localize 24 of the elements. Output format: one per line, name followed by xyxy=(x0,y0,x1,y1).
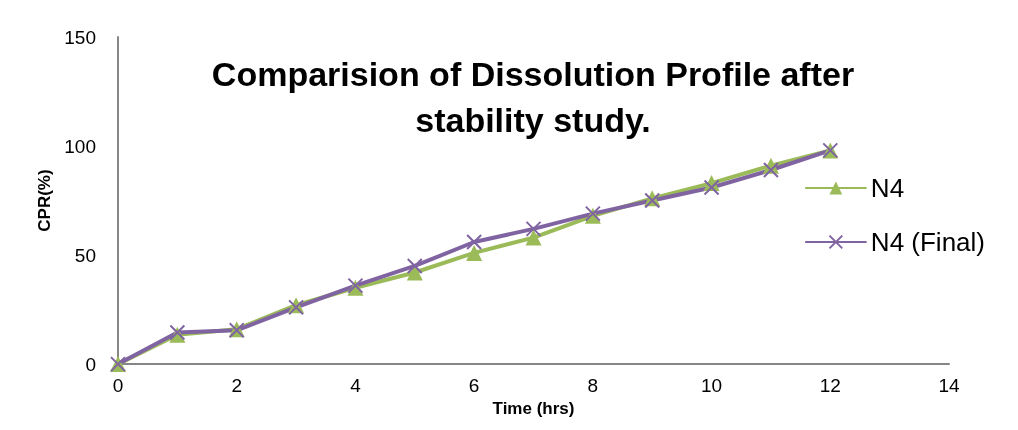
legend-label: N4 xyxy=(870,173,905,203)
x-tick-label: 14 xyxy=(938,375,960,397)
y-tick-label: 0 xyxy=(85,353,96,375)
text: Comparision of Dissolution Profile after stability study. xyxy=(211,55,855,139)
x-tick-label: 6 xyxy=(468,375,480,397)
x-tick-label: 0 xyxy=(112,375,124,397)
point xyxy=(466,244,483,261)
x-tick-label: 8 xyxy=(587,375,599,397)
point xyxy=(762,162,779,179)
y-axis-title: CPR(%) xyxy=(35,169,55,232)
x-tick-label: 10 xyxy=(701,375,723,397)
y-tick-label: 50 xyxy=(74,244,96,266)
point xyxy=(703,179,720,196)
x-tick-label: 2 xyxy=(231,375,242,397)
point xyxy=(525,220,542,237)
x-tick-label: 4 xyxy=(350,375,362,397)
x-axis-title: Time (hrs) xyxy=(492,399,575,418)
point xyxy=(406,257,423,274)
x-tick-label: 12 xyxy=(819,375,841,397)
legend-label: N4 (Final) xyxy=(870,227,986,257)
y-tick-label: 100 xyxy=(64,135,96,157)
y-tick-label: 150 xyxy=(64,26,96,48)
point xyxy=(525,229,542,246)
point xyxy=(466,233,483,250)
